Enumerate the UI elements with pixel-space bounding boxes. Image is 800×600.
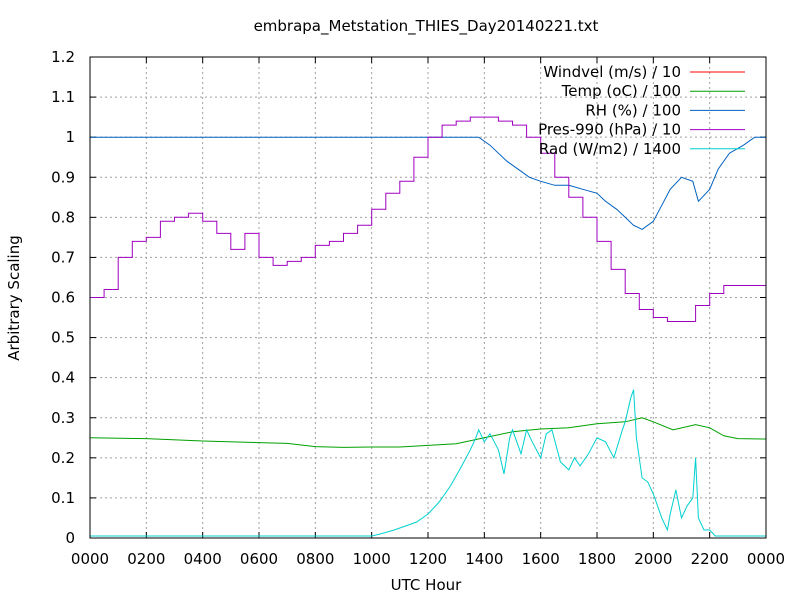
x-tick-label: 0000 <box>71 550 109 568</box>
series-line-3 <box>90 136 766 230</box>
x-tick-label: 1800 <box>578 550 616 568</box>
y-tick-label: 0.7 <box>51 248 75 266</box>
y-tick-label: 1.2 <box>51 48 75 66</box>
y-tick-label: 0.3 <box>51 409 75 427</box>
plot-frame <box>89 56 767 539</box>
y-tick-label: 0.2 <box>51 449 75 467</box>
y-tick-label: 1 <box>65 128 75 146</box>
series-lines <box>89 116 767 537</box>
x-tick-label: 0000 <box>747 550 785 568</box>
x-tick-label: 1000 <box>353 550 391 568</box>
x-tick-label: 1400 <box>465 550 503 568</box>
legend-label: Rad (W/m2) / 1400 <box>539 140 681 158</box>
x-axis-label: UTC Hour <box>391 576 462 594</box>
y-tick-label: 0.8 <box>51 208 75 226</box>
series-line-2 <box>89 417 767 448</box>
axis-ticks: 0 0.1 0.2 0.3 0.4 0.5 0.6 0.7 0.8 0.9 1 1.1 1.2 0000 0… <box>51 48 785 568</box>
legend-label: Temp (oC) / 100 <box>561 82 681 100</box>
chart-title: embrapa_Metstation_THIES_Day20140221.txt <box>254 17 599 36</box>
y-tick-label: 0.9 <box>51 168 75 186</box>
x-tick-label: 1200 <box>409 550 447 568</box>
y-axis-label: Arbitrary Scaling <box>5 235 23 361</box>
y-tick-label: 0.1 <box>51 489 75 507</box>
legend-label: Windvel (m/s) / 10 <box>543 63 681 81</box>
legend-label: RH (%) / 100 <box>585 101 681 119</box>
y-tick-label: 0.5 <box>51 329 75 347</box>
x-tick-label: 0800 <box>296 550 334 568</box>
y-tick-label: 0.6 <box>51 289 75 307</box>
x-tick-label: 0600 <box>240 550 278 568</box>
y-tick-label: 0.4 <box>51 369 75 387</box>
y-tick-label: 0 <box>65 529 75 547</box>
x-tick-label: 1600 <box>522 550 560 568</box>
y-tick-label: 1.1 <box>51 88 75 106</box>
x-tick-label: 2000 <box>634 550 672 568</box>
x-tick-label: 0200 <box>127 550 165 568</box>
legend-label: Pres-990 (hPa) / 10 <box>538 121 681 139</box>
x-tick-label: 2200 <box>691 550 729 568</box>
series-line-4 <box>90 116 767 322</box>
series-line-5 <box>90 389 766 537</box>
x-tick-label: 0400 <box>184 550 222 568</box>
